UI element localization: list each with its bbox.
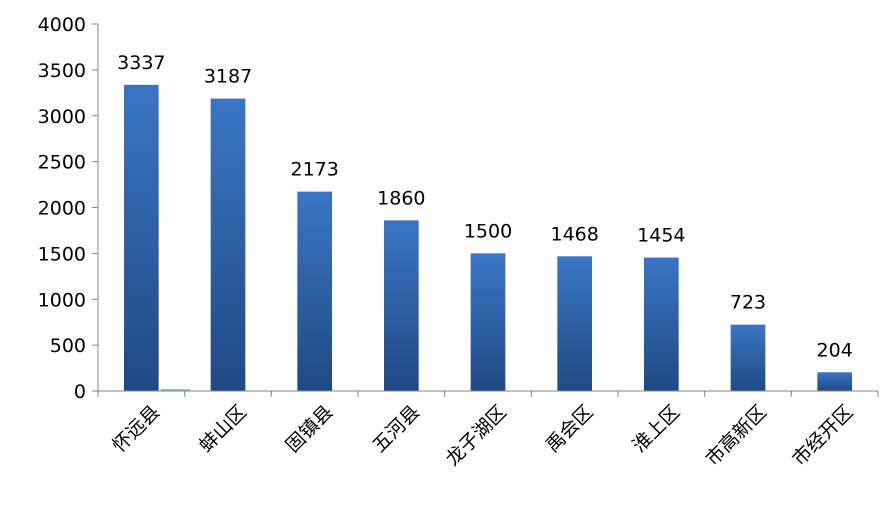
data-label: 1454 [637,225,685,247]
data-label: 3187 [204,66,252,88]
x-category-label: 市高新区 [702,401,771,470]
y-tick-label: 3000 [38,106,86,128]
data-label: 1500 [464,220,512,242]
y-tick-label: 500 [50,335,86,357]
y-tick-label: 0 [74,381,86,403]
bar [730,324,766,391]
x-category-label: 龙子湖区 [442,401,511,470]
y-tick-label: 1000 [38,289,86,311]
y-axis: 0 500 1000 1500 2000 2500 3000 3500 4000 [38,14,99,403]
bar [817,372,852,391]
x-category-label: 怀远县 [108,401,164,457]
y-tick-label: 4000 [38,14,86,36]
y-tick-label: 1500 [38,243,86,265]
data-label: 723 [730,292,766,314]
data-label: 1468 [550,223,598,245]
data-label: 2173 [290,159,338,181]
bar-sliver [160,389,191,391]
x-category-label: 蚌山区 [195,401,251,457]
y-tick-label: 2000 [38,198,86,220]
bar [124,84,159,391]
bar [557,256,592,391]
y-tick-label: 3500 [38,60,86,82]
bar [384,220,419,391]
bars [124,84,852,392]
bar [644,257,679,391]
data-label: 1860 [377,187,425,209]
data-label: 204 [817,339,853,361]
bar [210,98,246,392]
bar [470,253,506,391]
x-category-label: 禹会区 [542,401,598,457]
x-category-label: 五河县 [368,401,424,457]
y-tick-label: 2500 [38,152,86,174]
x-category-label: 固镇县 [282,401,338,457]
bar [297,191,332,391]
x-category-label: 市经开区 [788,401,857,470]
x-axis: 怀远县 蚌山区 固镇县 五河县 龙子湖区 禹会区 淮上区 市高新区 市经开区 [97,390,879,470]
data-labels: 3337 3187 2173 1860 1500 1468 1454 723 204 [117,52,853,361]
data-label: 3337 [117,52,165,74]
x-category-label: 淮上区 [628,401,684,457]
